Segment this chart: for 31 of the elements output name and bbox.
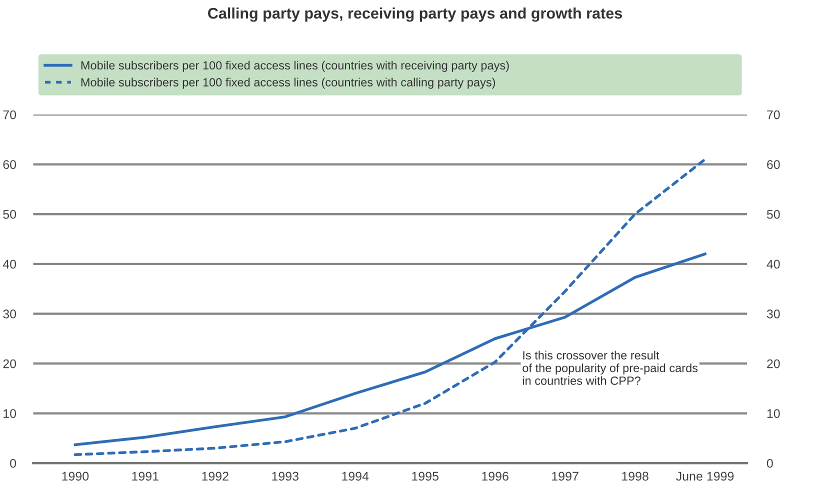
x-tick-label: 1993 <box>272 472 298 481</box>
y-tick-label: 60 <box>3 160 16 169</box>
y-tick-label: 50 <box>3 210 16 219</box>
line-series <box>74 158 706 456</box>
y2-tick-label: 0 <box>766 458 773 468</box>
y-tick-label: 70 <box>3 110 16 120</box>
x-tick-label: 1990 <box>62 472 89 481</box>
y2-tick-label: 60 <box>767 160 780 169</box>
y2-tick-label: 50 <box>766 210 780 219</box>
x-tick-label: 1995 <box>412 472 438 481</box>
x-tick-label: June 1999 <box>676 472 734 481</box>
x-tick-label: 1998 <box>622 472 648 481</box>
y2-tick-label: 40 <box>766 260 780 269</box>
legend-label: Mobile subscribers per 100 fixed access lines (countries with receiving party pays) <box>81 60 509 72</box>
y-tick-label: 40 <box>2 260 16 269</box>
x-tick-label: 1992 <box>202 472 228 481</box>
y2-tick-label: 20 <box>767 359 780 368</box>
y2-tick-label: 70 <box>767 110 780 120</box>
y2-tick-label: 30 <box>766 310 780 318</box>
y-tick-label: 30 <box>3 310 16 318</box>
y-tick-label: 20 <box>3 359 16 368</box>
annotation: Is this crossover the result of the popularity of pre-paid cards in countries with CPP? <box>522 350 698 385</box>
y-tick-label: 10 <box>4 409 16 418</box>
x-tick-label: 1991 <box>132 472 158 481</box>
y2-tick-label: 10 <box>767 409 780 418</box>
y-tick-label: 0 <box>10 458 16 468</box>
x-tick-label: 1994 <box>342 472 369 481</box>
chart-title: Calling party pays, receiving party pays and growth rates <box>208 7 622 22</box>
x-tick-label: 1996 <box>482 472 508 481</box>
legend-label: Mobile subscribers per 100 fixed access lines (countries with calling party pays) <box>81 78 496 89</box>
x-tick-label: 1997 <box>552 472 578 481</box>
